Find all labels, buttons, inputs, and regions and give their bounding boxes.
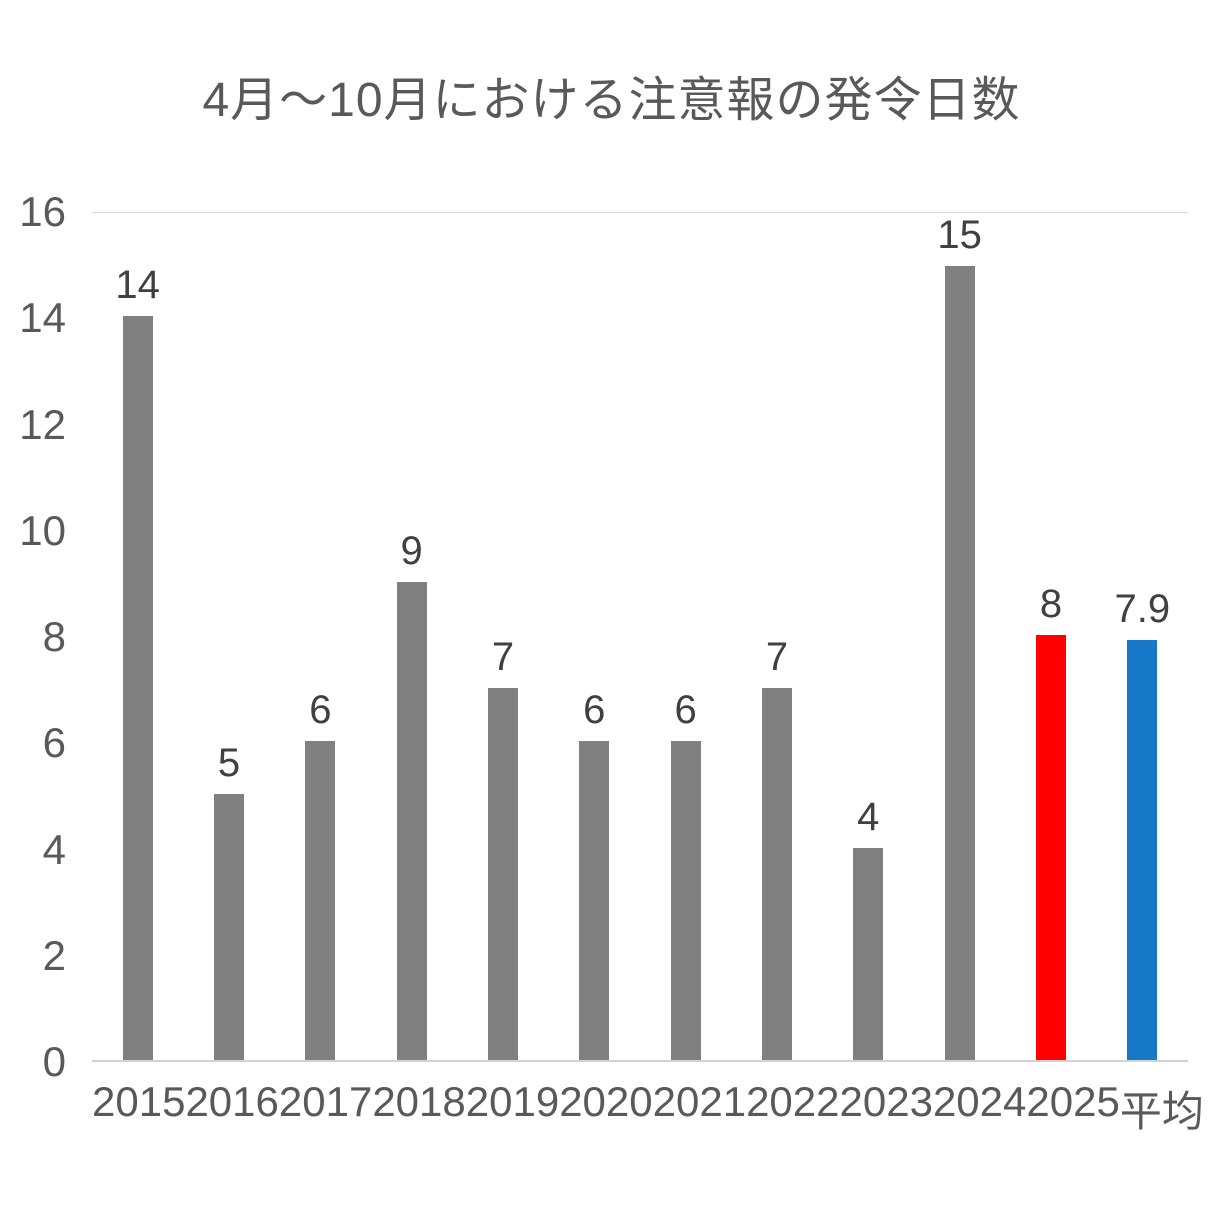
bar-column-2017: 6 (275, 213, 366, 1060)
bar-value-label-2024: 15 (937, 213, 982, 257)
bar-column-2025: 8 (1005, 213, 1096, 1060)
chart-title: 4月～10月における注意報の発令日数 (202, 74, 1021, 127)
bar-column-2020: 6 (549, 213, 640, 1060)
x-axis-label-2016: 2016 (185, 1078, 279, 1125)
bar-column-2016: 5 (183, 213, 274, 1060)
y-axis-label-6: 6 (42, 719, 66, 767)
x-axis-label-2020: 2020 (559, 1078, 653, 1125)
bar-value-label-2023: 4 (857, 794, 880, 839)
bar-column-2021: 6 (640, 213, 731, 1060)
x-axis-label-平均: 平均 (1119, 1088, 1204, 1135)
bar-2015 (122, 316, 153, 1060)
bar-value-label-2019: 7 (491, 635, 515, 680)
bar-value-label-2017: 6 (309, 688, 332, 733)
y-axis-label-10: 10 (19, 506, 66, 554)
bar-column-2023: 4 (823, 213, 914, 1060)
y-axis-label-4: 4 (42, 825, 66, 873)
y-axis-label-16: 16 (19, 188, 66, 235)
bar-value-label-平均: 7.9 (1114, 587, 1171, 632)
bar-column-2018: 9 (366, 213, 457, 1060)
x-axis-label-2023: 2023 (839, 1078, 933, 1125)
y-axis-label-12: 12 (19, 400, 66, 448)
bar-column-2022: 7 (731, 213, 822, 1060)
bar-平均 (1127, 640, 1158, 1060)
bar-value-label-2020: 6 (583, 688, 606, 733)
bar-column-2024: 15 (914, 213, 1005, 1060)
y-axis-label-14: 14 (19, 294, 66, 342)
bar-2024 (944, 266, 975, 1060)
y-axis-label-8: 8 (42, 613, 66, 660)
x-axis-label-2025: 2025 (1026, 1078, 1120, 1125)
bar-2020 (579, 741, 610, 1060)
bar-value-label-2018: 9 (400, 528, 423, 573)
x-axis-label-2024: 2024 (932, 1078, 1027, 1125)
bar-2016 (213, 794, 244, 1060)
bar-value-label-2025: 8 (1039, 582, 1063, 626)
bar-2017 (305, 741, 336, 1060)
x-axis: 2015 2016 2017 2018 2019 2020 2021 2022 2023 2024… (92, 1078, 1204, 1139)
x-axis-label-2015: 2015 (92, 1078, 186, 1125)
bar-2019 (487, 688, 518, 1060)
bar-column-2019: 7 (457, 213, 548, 1060)
x-axis-label-2022: 2022 (746, 1078, 840, 1125)
bar-2023 (853, 847, 884, 1060)
plot-area: 14 5 6 9 7 6 6 7 4 15 8 7.9 (92, 212, 1188, 1062)
bar-value-label-2015: 14 (115, 263, 160, 308)
bar-2021 (670, 741, 701, 1060)
bar-column-2015: 14 (92, 213, 183, 1060)
bar-column-平均: 7.9 (1097, 213, 1188, 1060)
x-axis-label-2018: 2018 (372, 1078, 466, 1125)
x-axis-label-2019: 2019 (465, 1078, 560, 1125)
y-axis-label-2: 2 (42, 931, 66, 979)
bar-value-label-2016: 5 (217, 741, 241, 786)
bar-2022 (761, 688, 792, 1060)
x-axis-label-2021: 2021 (652, 1078, 747, 1125)
y-axis: 0 2 4 6 8 10 12 14 16 (0, 188, 74, 1085)
x-axis-label-2017: 2017 (278, 1078, 373, 1125)
bar-value-label-2021: 6 (674, 688, 697, 733)
bar-2025 (1035, 635, 1066, 1060)
bar-2018 (396, 581, 427, 1060)
bar-value-label-2022: 7 (765, 635, 789, 680)
y-axis-label-0: 0 (42, 1038, 66, 1085)
